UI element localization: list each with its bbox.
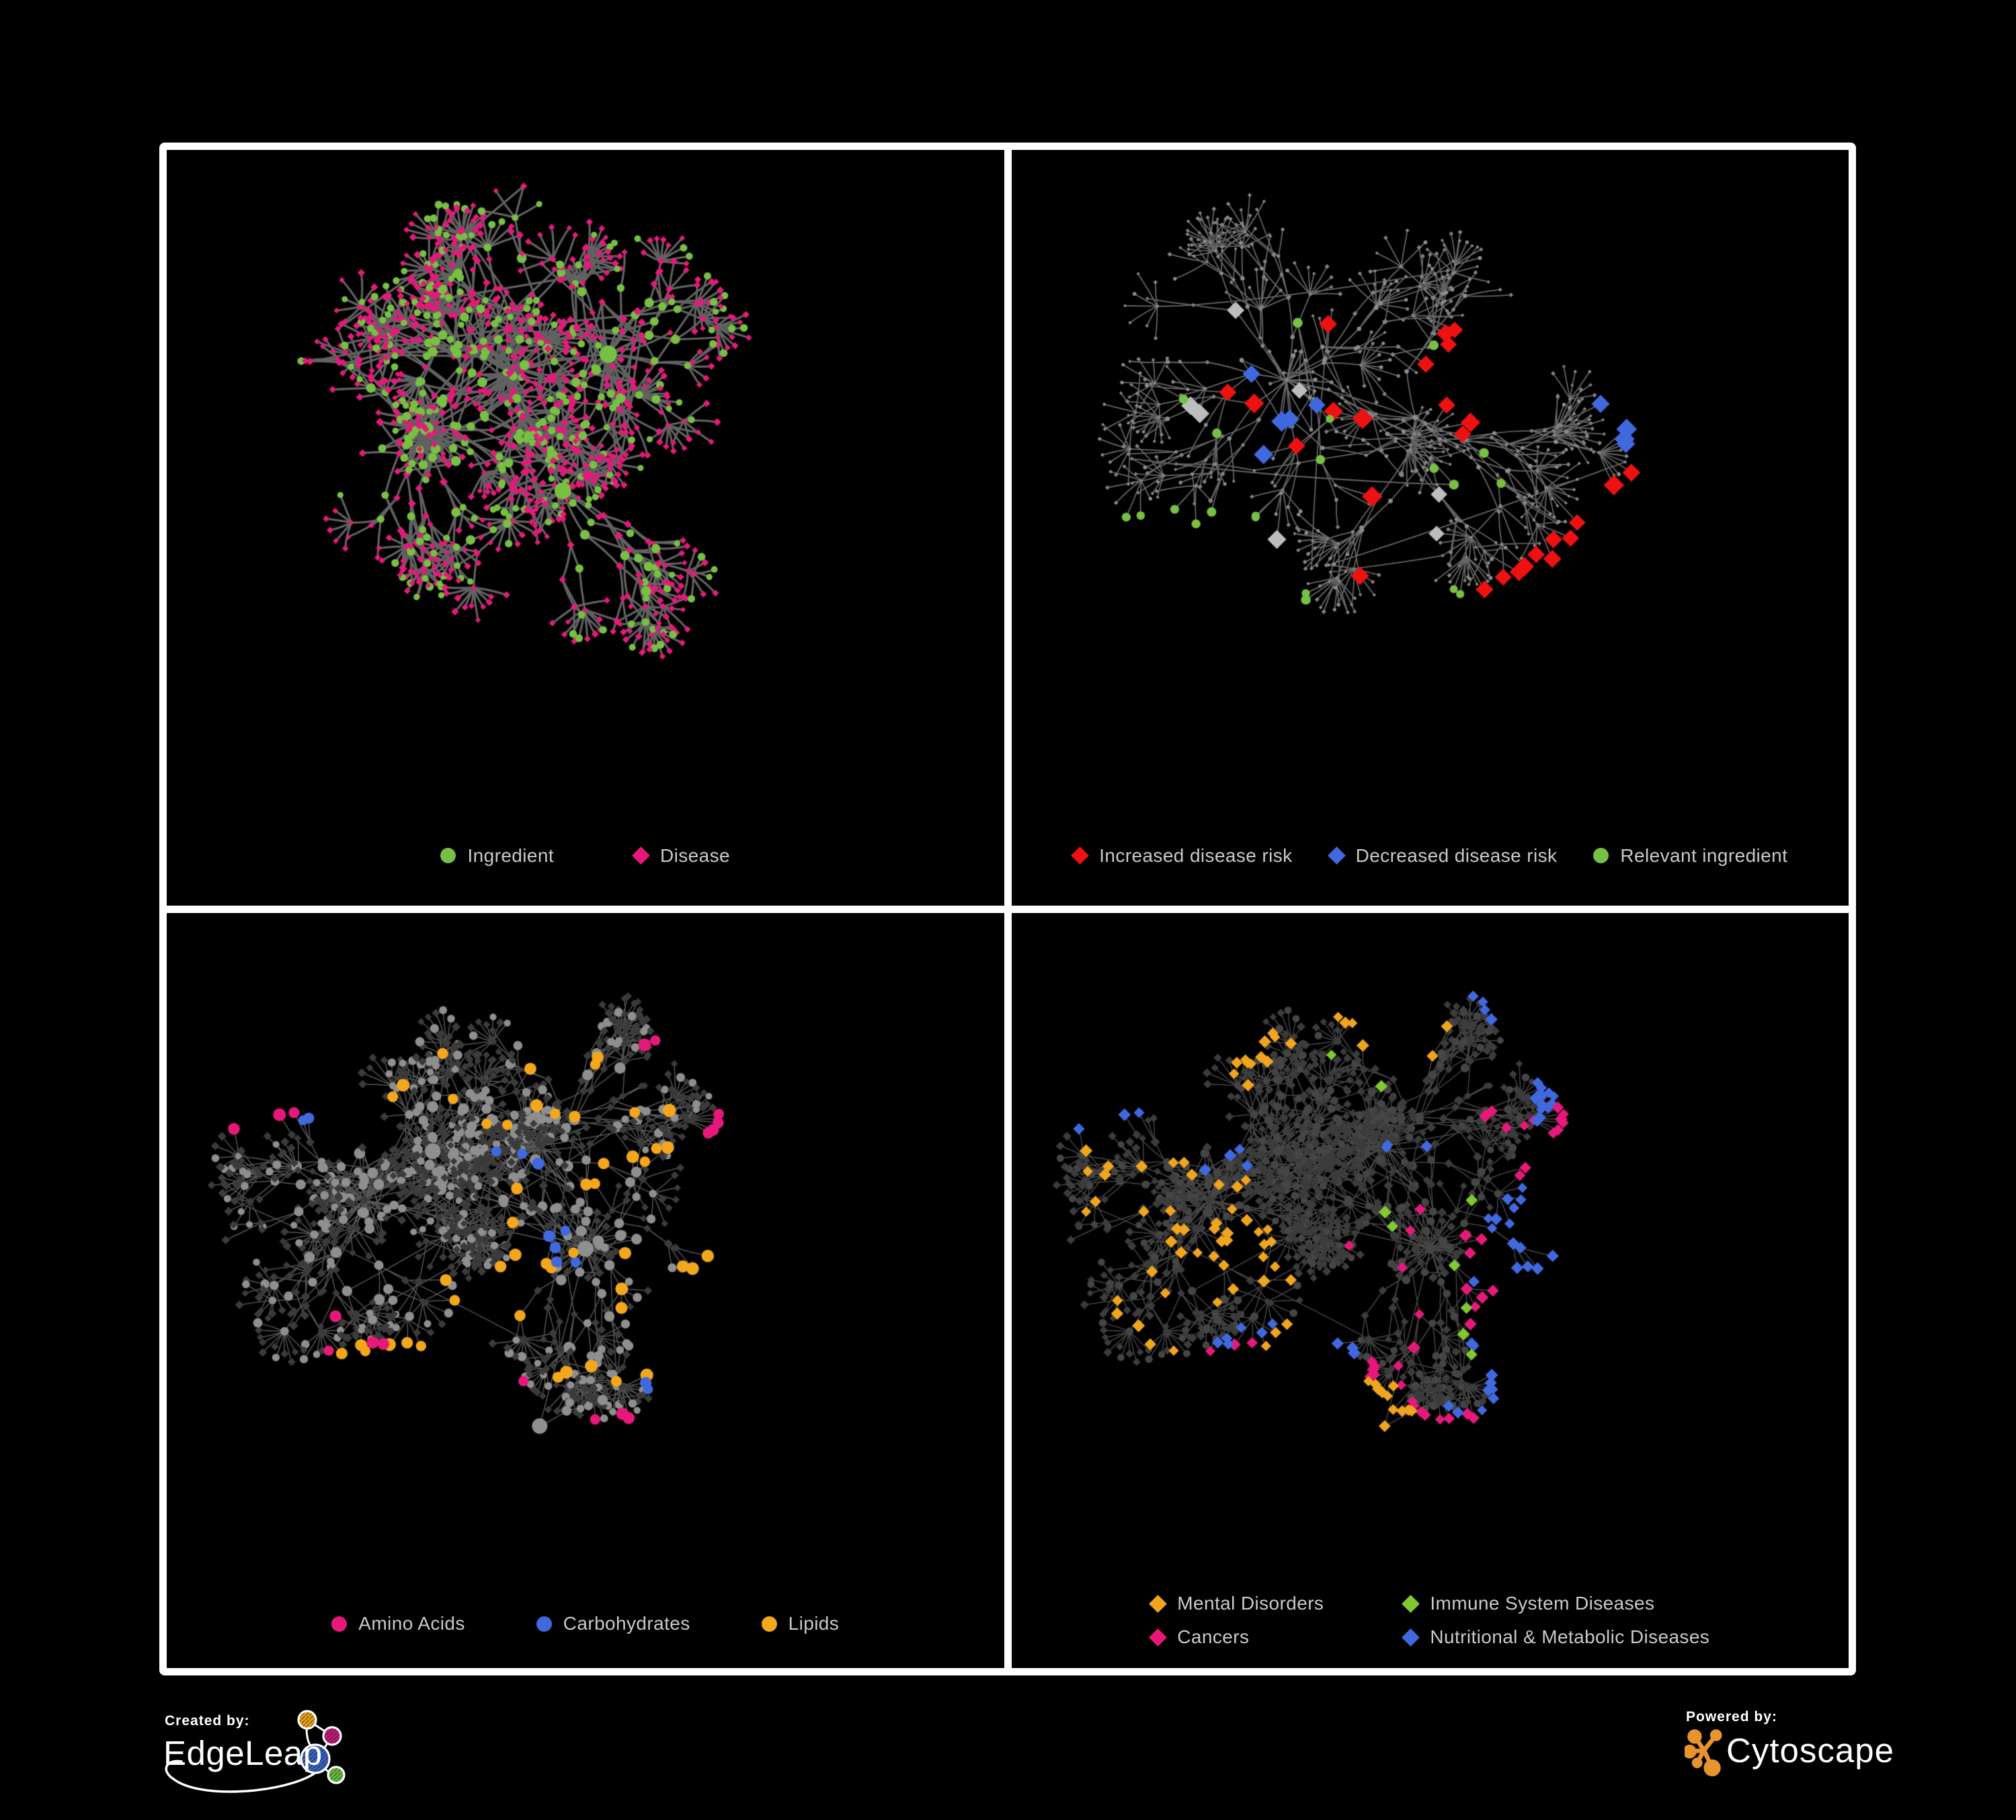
network-canvas-disease-categories <box>1011 912 1849 1668</box>
legend-label: Ingredient <box>467 844 555 866</box>
edgeleap-logo-icon <box>165 1710 346 1793</box>
legend-ingredient-disease: Ingredient Disease <box>167 845 1004 867</box>
ingredient-marker-icon <box>440 848 456 863</box>
cytoscape-branding: Powered by: Cytoscape <box>1685 1709 1967 1790</box>
legend-item-relevant-ingredient: Relevant ingredient <box>1593 845 1787 867</box>
disease-marker-icon <box>632 846 650 865</box>
legend-item-carbohydrates: Carbohydrates <box>536 1613 690 1634</box>
legend-label: Carbohydrates <box>563 1613 690 1634</box>
legend-item-disease: Disease <box>632 844 730 867</box>
legend-disease-risk: Increased disease risk Decreased disease … <box>1012 845 1849 867</box>
cytoscape-logo-icon <box>1685 1729 1722 1777</box>
lipids-marker-icon <box>761 1616 777 1632</box>
network-canvas-nutrient-categories <box>167 912 1004 1668</box>
legend-label: Amino Acids <box>358 1613 465 1634</box>
legend-label: Disease <box>660 844 730 866</box>
relevant-ingredient-marker-icon <box>1593 848 1609 863</box>
amino-acids-marker-icon <box>331 1616 348 1632</box>
legend-label: Relevant ingredient <box>1620 844 1788 866</box>
mental-disorders-marker-icon <box>1149 1594 1168 1613</box>
panel-disease-categories: Mental Disorders Immune System Diseases Ca… <box>1011 912 1849 1668</box>
legend-item-lipids: Lipids <box>761 1613 840 1634</box>
legend-label: Immune System Diseases <box>1430 1593 1655 1614</box>
legend-label: Nutritional & Metabolic Diseases <box>1430 1626 1710 1647</box>
panel-grid: Ingredient Disease Increased disease risk… <box>159 143 1856 1675</box>
nutritional-metabolic-diseases-marker-icon <box>1402 1628 1420 1647</box>
legend-nutrient-categories: Amino Acids Carbohydrates Lipids <box>167 1613 1004 1634</box>
legend-item-mental-disorders: Mental Disorders <box>1149 1593 1324 1614</box>
edgeleap-wordmark: EdgeLeap <box>163 1734 323 1772</box>
panel-ingredient-disease: Ingredient Disease <box>167 150 1004 906</box>
edgeleap-branding: Created by: EdgeLeap <box>156 1704 371 1805</box>
legend-item-immune-system-diseases: Immune System Diseases <box>1402 1593 1709 1614</box>
legend-label: Increased disease risk <box>1099 844 1293 866</box>
decreased-disease-risk-marker-icon <box>1327 846 1346 865</box>
legend-item-increased-disease-risk: Increased disease risk <box>1071 844 1293 867</box>
network-canvas-ingredient-disease <box>167 150 1004 906</box>
legend-label: Cancers <box>1177 1626 1250 1647</box>
legend-disease-categories: Mental Disorders Immune System Diseases Ca… <box>1012 1593 1849 1648</box>
legend-item-amino-acids: Amino Acids <box>331 1613 465 1634</box>
panel-nutrient-categories: Amino Acids Carbohydrates Lipids <box>167 912 1004 1668</box>
carbohydrates-marker-icon <box>536 1616 552 1632</box>
legend-label: Decreased disease risk <box>1355 844 1558 866</box>
legend-label: Mental Disorders <box>1177 1593 1324 1614</box>
increased-disease-risk-marker-icon <box>1071 846 1090 865</box>
legend-item-decreased-disease-risk: Decreased disease risk <box>1327 844 1558 867</box>
legend-item-cancers: Cancers <box>1149 1626 1324 1648</box>
cancers-marker-icon <box>1149 1628 1168 1647</box>
cytoscape-wordmark: Cytoscape <box>1726 1731 1894 1770</box>
network-canvas-disease-risk <box>1011 150 1849 906</box>
legend-item-ingredient: Ingredient <box>440 845 554 867</box>
powered-by-label: Powered by: <box>1686 1709 1777 1725</box>
created-by-label: Created by: <box>165 1713 250 1729</box>
immune-system-diseases-marker-icon <box>1402 1594 1420 1613</box>
panel-disease-risk: Increased disease risk Decreased disease … <box>1011 150 1849 906</box>
legend-item-nutritional-metabolic-diseases: Nutritional & Metabolic Diseases <box>1402 1626 1710 1648</box>
legend-label: Lipids <box>788 1613 840 1634</box>
